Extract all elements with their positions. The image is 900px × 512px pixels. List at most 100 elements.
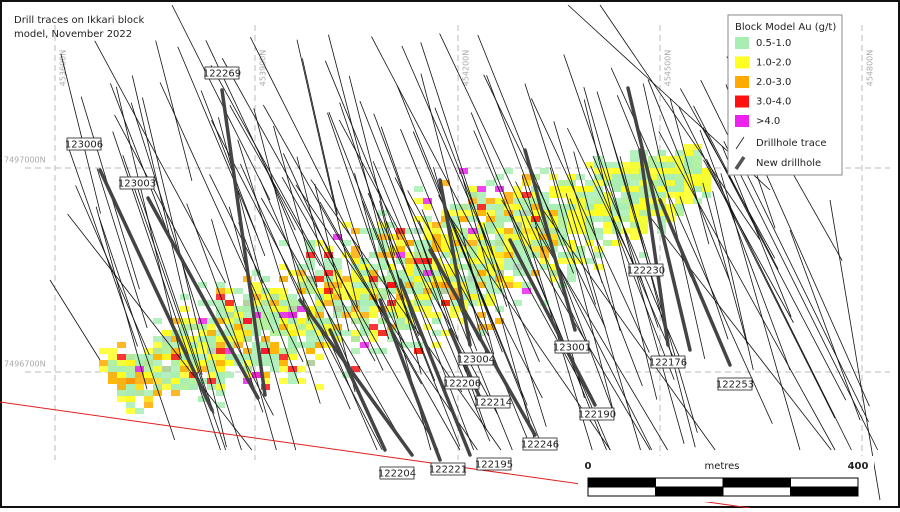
block [315,300,324,306]
block [567,216,576,222]
block [198,360,207,366]
block [279,276,288,282]
block [468,282,477,288]
drillhole-trace [155,40,193,181]
block [612,216,621,222]
drillhole-label-box [379,466,415,480]
block [666,186,675,192]
block [333,264,342,270]
block [504,192,513,198]
block [513,300,522,306]
block [684,150,693,156]
block [270,354,279,360]
block [387,300,396,306]
block [351,228,360,234]
legend-label: 0.5-1.0 [756,38,791,49]
block [459,246,468,252]
block [396,240,405,246]
block [378,234,387,240]
block [279,366,288,372]
block [639,204,648,210]
block [297,306,306,312]
block [207,360,216,366]
block [630,234,639,240]
legend-label: Drillhole trace [756,138,827,149]
block [450,294,459,300]
block [396,306,405,312]
block [594,174,603,180]
block [315,312,324,318]
scale-segment [722,477,791,488]
block [540,258,549,264]
block [432,264,441,270]
block [468,300,477,306]
block [684,144,693,150]
block [513,192,522,198]
drillhole-trace [573,151,621,331]
block [477,240,486,246]
block [666,216,675,222]
block [540,228,549,234]
scale-segment [587,486,656,497]
drillhole-trace [130,102,242,451]
block [144,402,153,408]
block [621,192,630,198]
block [126,402,135,408]
drillhole-label: 123003 [118,179,156,190]
block [603,174,612,180]
drillhole-label-box [650,355,686,369]
block [594,162,603,168]
block [513,216,522,222]
block [486,300,495,306]
block [477,192,486,198]
scale-label: 0 [585,461,592,472]
block [135,384,144,390]
block [612,240,621,246]
block [144,354,153,360]
block [216,372,225,378]
block [675,204,684,210]
block [414,294,423,300]
block [630,180,639,186]
block [450,312,459,318]
block [486,282,495,288]
block [360,306,369,312]
block [414,228,423,234]
drillhole-trace [211,219,277,451]
block [684,180,693,186]
block [396,312,405,318]
block [297,378,306,384]
block [396,258,405,264]
block [495,270,504,276]
block [477,270,486,276]
block [108,378,117,384]
drillhole-trace [567,127,643,282]
block [270,366,279,372]
block [378,318,387,324]
block [333,294,342,300]
block [207,324,216,330]
block [513,198,522,204]
block [369,228,378,234]
block [351,306,360,312]
block [468,192,477,198]
block [612,198,621,204]
drillhole-label: 122253 [716,380,754,391]
block [612,210,621,216]
block [306,324,315,330]
drillhole-trace [679,196,729,340]
drillhole-trace [264,164,352,369]
block [441,270,450,276]
drillhole-trace [49,279,101,361]
drillhole-trace [371,36,496,272]
block [261,378,270,384]
block [324,264,333,270]
block [414,270,423,276]
block [432,228,441,234]
block [540,192,549,198]
block [324,258,333,264]
block [558,180,567,186]
block [261,306,270,312]
block [513,246,522,252]
block [135,366,144,372]
